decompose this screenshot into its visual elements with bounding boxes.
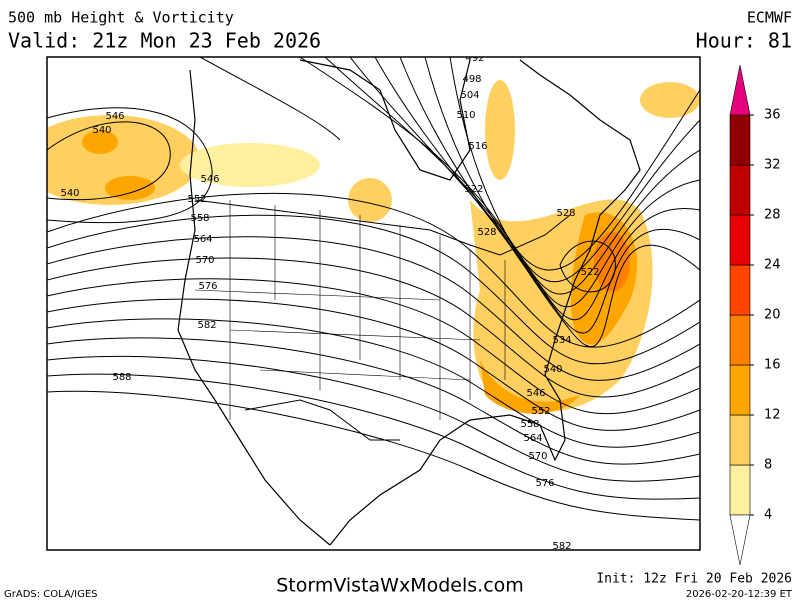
colorbar-bin bbox=[729, 364, 751, 416]
contour-label: 492 bbox=[465, 53, 484, 64]
map-frame bbox=[46, 56, 701, 551]
colorbar: 4 8 12 16 20 24 28 32 36 bbox=[729, 64, 781, 566]
contour-label: 498 bbox=[462, 74, 481, 85]
coastline bbox=[177, 59, 641, 546]
contour bbox=[47, 318, 700, 448]
vort-area bbox=[348, 178, 392, 222]
colorbar-tick-label: 24 bbox=[764, 258, 781, 273]
colorbar-tick-label: 28 bbox=[764, 208, 781, 223]
contour-label: 522 bbox=[580, 267, 599, 278]
contour bbox=[47, 121, 171, 201]
contour-label: 588 bbox=[112, 372, 131, 383]
contour-label: 582 bbox=[552, 541, 571, 552]
contour-label: 552 bbox=[187, 194, 206, 205]
contour bbox=[47, 257, 700, 398]
vort-area bbox=[640, 82, 700, 118]
contour-label: 564 bbox=[523, 433, 542, 444]
contour bbox=[47, 355, 700, 482]
contour bbox=[47, 278, 700, 415]
colorbar-bin bbox=[729, 314, 751, 366]
colorbar-bin bbox=[729, 264, 751, 316]
vort-area bbox=[594, 232, 630, 292]
state-line bbox=[229, 329, 481, 341]
colorbar-bin bbox=[729, 114, 751, 166]
contour bbox=[424, 57, 700, 334]
contour bbox=[449, 57, 700, 347]
contour bbox=[199, 57, 341, 141]
contour-label: 504 bbox=[460, 90, 479, 101]
contour bbox=[47, 214, 700, 365]
colorbar-bin bbox=[729, 164, 751, 216]
contour-label: 510 bbox=[456, 110, 475, 121]
site: StormVistaWxModels.com bbox=[276, 575, 524, 597]
contour-label: 558 bbox=[190, 213, 209, 224]
contour bbox=[47, 373, 700, 500]
contour-label: 576 bbox=[198, 281, 217, 292]
contour bbox=[47, 107, 213, 224]
contour bbox=[47, 298, 700, 431]
contour-label: 582 bbox=[197, 320, 216, 331]
state-lines bbox=[194, 200, 506, 420]
contour bbox=[374, 57, 700, 308]
contour bbox=[47, 192, 700, 348]
vort-area bbox=[480, 360, 580, 414]
contour-label: 534 bbox=[552, 335, 571, 346]
contour-label: 540 bbox=[543, 364, 562, 375]
contour-label: 528 bbox=[556, 208, 575, 219]
colorbar-tick-label: 32 bbox=[764, 158, 781, 173]
colorbar-bin bbox=[729, 214, 751, 266]
contour bbox=[47, 337, 700, 465]
title: 500 mb Height & Vorticity bbox=[8, 9, 234, 27]
colorbar-tick-label: 36 bbox=[764, 108, 781, 123]
colorbar-over bbox=[729, 64, 751, 116]
vort-area bbox=[485, 80, 515, 180]
forecast-hour: Hour: 81 bbox=[696, 29, 792, 53]
state-line bbox=[259, 369, 471, 381]
valid-time: Valid: 21z Mon 23 Feb 2026 bbox=[8, 29, 321, 53]
contour-label: 546 bbox=[200, 174, 219, 185]
colorbar-tick-label: 16 bbox=[764, 358, 781, 373]
colorbar-under bbox=[729, 514, 751, 566]
contour bbox=[47, 390, 700, 521]
contour bbox=[349, 57, 700, 295]
contour bbox=[399, 57, 700, 321]
colorbar-bin bbox=[729, 464, 751, 516]
contour-label: 558 bbox=[520, 419, 539, 430]
map: 546 540 540 546 552 558 564 570 576 582 588 492 498 5… bbox=[47, 53, 700, 552]
vort-area bbox=[82, 130, 118, 154]
contour-label: 528 bbox=[477, 227, 496, 238]
contour bbox=[559, 240, 616, 293]
border bbox=[194, 199, 571, 441]
init-time: Init: 12z Fri 20 Feb 2026 bbox=[596, 572, 792, 587]
vort-area bbox=[105, 176, 155, 200]
height-contours bbox=[47, 57, 700, 521]
timestamp: 2026-02-20-12:39 ET bbox=[686, 589, 793, 600]
contour-label: 570 bbox=[528, 451, 547, 462]
contour-labels: 546 540 540 546 552 558 564 570 576 582 588 492 498 5… bbox=[60, 53, 599, 552]
contour-label: 576 bbox=[535, 478, 554, 489]
contour-label: 522 bbox=[464, 184, 483, 195]
contour-label: 546 bbox=[105, 111, 124, 122]
contour-label: 540 bbox=[92, 125, 111, 136]
credit: GrADS: COLA/IGES bbox=[4, 589, 98, 600]
colorbar-tick-label: 8 bbox=[764, 458, 772, 473]
colorbar-tick-label: 4 bbox=[764, 508, 772, 523]
colorbar-tick-label: 12 bbox=[764, 408, 781, 423]
contour-label: 570 bbox=[195, 255, 214, 266]
contour-label: 552 bbox=[531, 406, 550, 417]
state-line bbox=[194, 289, 441, 301]
vort-area bbox=[180, 143, 320, 187]
colorbar-tick-label: 20 bbox=[764, 308, 781, 323]
model: ECMWF bbox=[747, 9, 792, 27]
contour-label: 516 bbox=[468, 141, 487, 152]
contour-label: 540 bbox=[60, 188, 79, 199]
colorbar-bin bbox=[729, 414, 751, 466]
contour bbox=[47, 236, 700, 381]
contour-label: 546 bbox=[526, 388, 545, 399]
contour-label: 564 bbox=[193, 234, 212, 245]
